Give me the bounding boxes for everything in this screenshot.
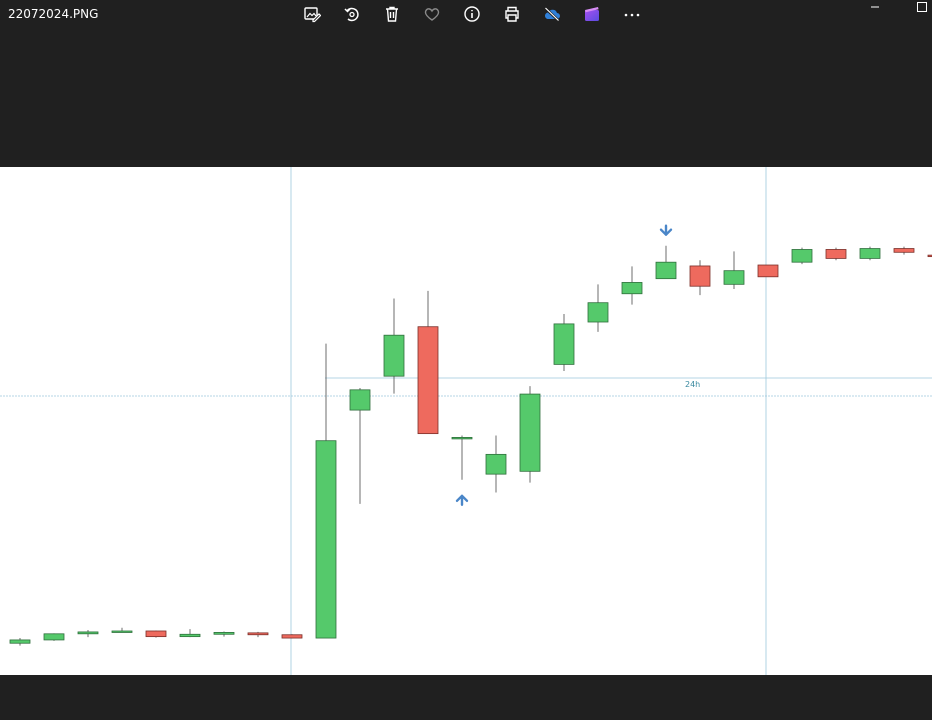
candle-body — [859, 248, 881, 259]
window-title: 22072024.PNG — [8, 7, 99, 21]
candle-body — [519, 393, 541, 472]
candle-body — [417, 326, 439, 435]
candle-body — [383, 334, 405, 377]
clipchamp-button[interactable] — [572, 3, 612, 25]
edit-image-icon — [304, 7, 321, 23]
clipchamp-icon — [585, 7, 599, 21]
candle — [349, 387, 371, 504]
more-button[interactable] — [612, 3, 652, 25]
candle-body — [247, 632, 269, 636]
candle-body — [281, 634, 303, 639]
rotate-icon — [344, 7, 359, 22]
candle — [689, 260, 711, 296]
minimize-button[interactable] — [868, 0, 888, 14]
heart-icon — [424, 8, 440, 21]
level-label-24h: 24h — [685, 380, 700, 389]
rotate-button[interactable] — [332, 3, 372, 25]
candle — [587, 284, 609, 332]
candle — [111, 627, 133, 633]
candle-body — [77, 631, 99, 635]
candle — [485, 435, 507, 493]
favorite-button[interactable] — [412, 3, 452, 25]
candle-body — [587, 302, 609, 323]
candle-body — [825, 249, 847, 259]
candle — [519, 386, 541, 483]
candle — [451, 435, 473, 480]
candle-body — [145, 630, 167, 638]
maximize-icon — [917, 2, 927, 12]
candle-body — [893, 248, 915, 253]
candle-body — [179, 633, 201, 638]
candle — [383, 298, 405, 394]
candles-group — [9, 245, 932, 646]
candle-body — [689, 265, 711, 287]
cloud-off-icon — [544, 7, 560, 22]
candle — [417, 290, 439, 435]
candle-body — [485, 453, 507, 475]
candle — [179, 629, 201, 638]
candle-body — [349, 389, 371, 411]
candle-body — [927, 254, 932, 258]
maximize-button[interactable] — [914, 0, 932, 14]
candle — [621, 266, 643, 305]
candle — [927, 254, 932, 258]
candle-body — [111, 630, 133, 633]
candle — [825, 247, 847, 261]
candle — [723, 251, 745, 290]
candle-body — [553, 323, 575, 365]
candle-body — [655, 261, 677, 280]
candle — [43, 633, 65, 641]
candle — [859, 246, 881, 261]
candle-body — [315, 440, 337, 639]
trash-icon — [386, 6, 398, 22]
arrow-down-marker-icon — [659, 224, 673, 236]
candle — [757, 264, 779, 278]
candle — [893, 246, 915, 255]
candle — [281, 634, 303, 639]
candle — [145, 630, 167, 638]
candle-body — [9, 639, 31, 644]
candle-body — [621, 282, 643, 295]
minimize-icon — [871, 6, 879, 8]
image-viewport[interactable]: 24h — [0, 167, 932, 675]
candle — [553, 314, 575, 371]
candle — [655, 245, 677, 280]
candle — [77, 630, 99, 638]
candle-body — [757, 264, 779, 278]
arrow-up-marker-icon — [455, 494, 469, 506]
edit-image-button[interactable] — [292, 3, 332, 25]
toolbar — [292, 3, 652, 25]
more-icon — [624, 13, 640, 17]
bottom-bar — [0, 675, 932, 720]
delete-button[interactable] — [372, 3, 412, 25]
candle — [9, 638, 31, 646]
info-icon — [464, 6, 480, 22]
print-button[interactable] — [492, 3, 532, 25]
onedrive-button[interactable] — [532, 3, 572, 25]
candle — [213, 631, 235, 637]
markers-group — [455, 224, 673, 506]
candle — [315, 343, 337, 639]
candle-body — [451, 437, 473, 440]
candle-body — [791, 249, 813, 263]
candle — [791, 247, 813, 265]
candle-body — [213, 631, 235, 635]
candle-body — [43, 633, 65, 641]
candle-body — [723, 270, 745, 285]
candlestick-chart: 24h — [0, 167, 932, 675]
info-button[interactable] — [452, 3, 492, 25]
candle — [247, 631, 269, 638]
print-icon — [505, 6, 519, 22]
